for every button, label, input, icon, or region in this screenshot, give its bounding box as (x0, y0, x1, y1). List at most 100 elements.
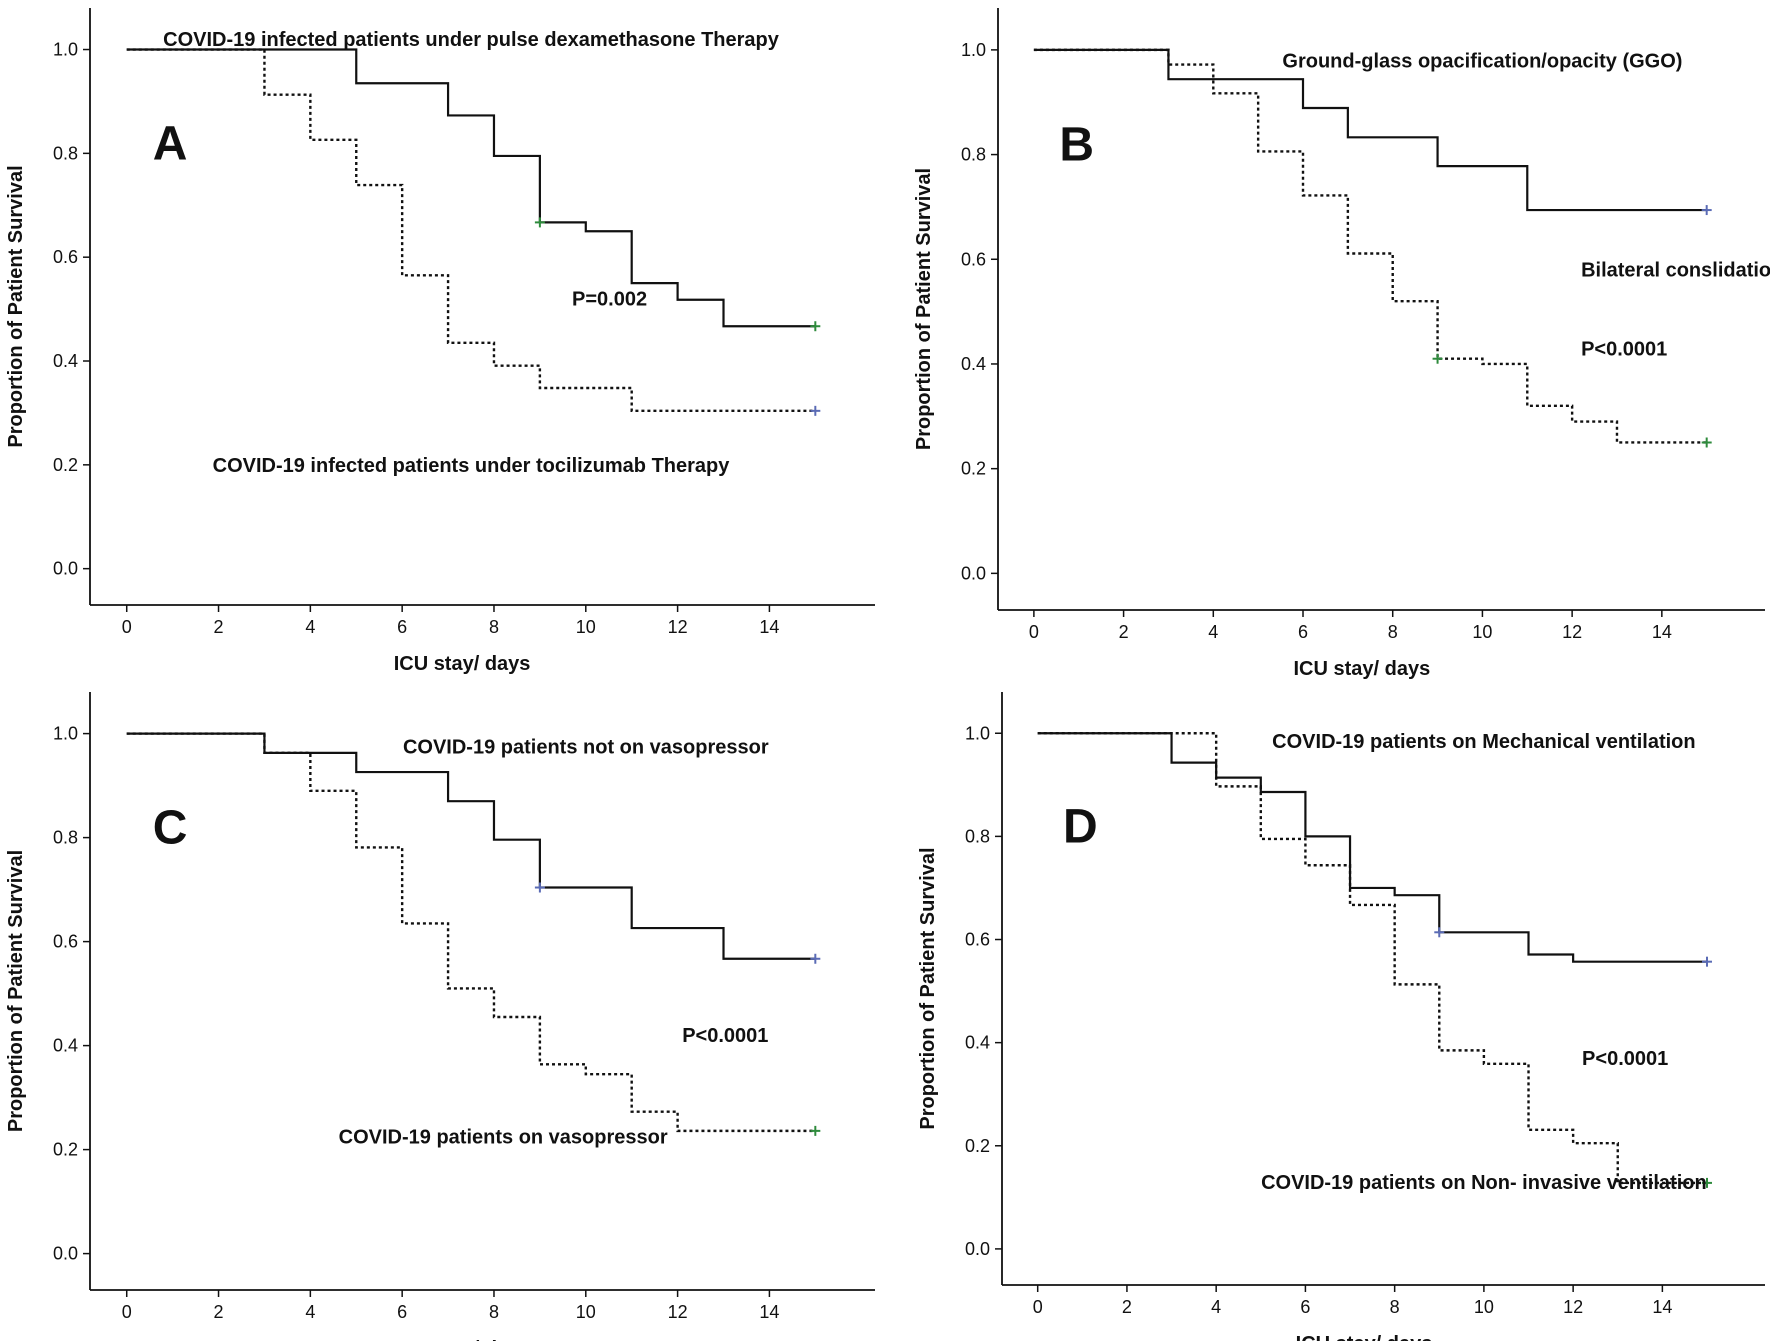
annotation-label: P<0.0001 (682, 1025, 768, 1047)
y-tick-label: 1.0 (965, 723, 990, 743)
panel-letter: A (153, 117, 188, 170)
y-tick-label: 0.2 (961, 459, 986, 479)
y-tick-label: 0.4 (961, 354, 986, 374)
annotation-label: COVID-19 patients on Mechanical ventilat… (1272, 731, 1695, 753)
annotation-label: P<0.0001 (1582, 1048, 1668, 1070)
censor-mark (810, 1125, 821, 1136)
x-tick-label: 12 (1563, 1297, 1583, 1317)
x-tick-label: 0 (1029, 622, 1039, 642)
x-tick-label: 2 (214, 1302, 224, 1322)
x-tick-label: 0 (1033, 1297, 1043, 1317)
x-tick-label: 14 (759, 617, 779, 637)
x-tick-label: 2 (214, 617, 224, 637)
km-curve-solid (1037, 732, 1707, 963)
y-tick-label: 0.0 (965, 1239, 990, 1259)
x-axis-title: ICU stay/ days (394, 1338, 531, 1341)
x-tick-label: 4 (1211, 1297, 1221, 1317)
y-tick-label: 0.8 (965, 826, 990, 846)
y-tick-label: 0.8 (53, 143, 78, 163)
censor-mark (1432, 353, 1443, 364)
censor-mark (810, 321, 821, 332)
annotation-label: P=0.002 (572, 289, 647, 311)
y-tick-label: 0.6 (53, 247, 78, 267)
y-tick-label: 0.2 (53, 1140, 78, 1160)
x-tick-label: 4 (305, 1302, 315, 1322)
panel-letter: B (1059, 118, 1094, 171)
annotation-label: COVID-19 patients not on vasopressor (403, 737, 769, 759)
censor-mark (1434, 927, 1445, 938)
y-tick-label: 0.4 (53, 1036, 78, 1056)
annotation-label: Bilateral conslidation + GGO (1581, 260, 1770, 282)
y-tick-label: 0.4 (53, 351, 78, 371)
km-curve-solid (126, 732, 816, 960)
panel-c: 0 2 4 6 8 10 12 14 0.0 0.2 0.4 0.6 0.8 1.0 ICU stay/ d… (5, 692, 875, 1341)
annotation-label: COVID-19 patients on Non- invasive venti… (1261, 1172, 1707, 1194)
x-tick-label: 4 (1208, 622, 1218, 642)
y-tick-label: 0.6 (53, 932, 78, 952)
y-tick-label: 1.0 (961, 40, 986, 60)
annotation-label: P<0.0001 (1581, 338, 1667, 360)
y-tick-label: 1.0 (53, 40, 78, 60)
censor-mark (534, 882, 545, 893)
x-tick-label: 2 (1122, 1297, 1132, 1317)
km-curve-dotted (1033, 48, 1707, 444)
panel-b: 0 2 4 6 8 10 12 14 0.0 0.2 0.4 0.6 0.8 1.0 ICU stay/ d… (913, 8, 1770, 680)
km-curve-dotted (126, 48, 816, 413)
y-tick-label: 0.0 (961, 563, 986, 583)
x-tick-label: 14 (759, 1302, 779, 1322)
x-tick-label: 10 (1472, 622, 1492, 642)
y-tick-label: 0.8 (53, 828, 78, 848)
x-tick-label: 10 (576, 617, 596, 637)
annotation-label: COVID-19 infected patients under pulse d… (163, 29, 780, 51)
km-curve-dotted (126, 732, 816, 1133)
x-tick-label: 6 (1298, 622, 1308, 642)
y-axis-title: Proportion of Patient Survival (5, 165, 27, 447)
annotation-label: COVID-19 patients on vasopressor (339, 1127, 668, 1149)
x-axis-title: ICU stay/ days (1296, 1333, 1433, 1341)
panel-d: 0 2 4 6 8 10 12 14 0.0 0.2 0.4 0.6 0.8 1.0 ICU stay/ d… (917, 692, 1765, 1341)
y-tick-label: 0.6 (965, 930, 990, 950)
x-axis-title: ICU stay/ days (1293, 658, 1430, 680)
x-tick-label: 8 (489, 1302, 499, 1322)
y-axis-title: Proportion of Patient Survival (913, 168, 935, 450)
x-tick-label: 14 (1652, 1297, 1672, 1317)
x-tick-label: 12 (668, 1302, 688, 1322)
x-axis-title: ICU stay/ days (394, 653, 531, 675)
censor-mark (810, 405, 821, 416)
censor-mark (1701, 1177, 1712, 1188)
censor-mark (810, 953, 821, 964)
y-axis-title: Proportion of Patient Survival (5, 850, 27, 1132)
y-tick-label: 0.2 (965, 1136, 990, 1156)
panel-a: 0 2 4 6 8 10 12 14 0.0 0.2 0.4 0.6 0.8 1.0 ICU stay/ d… (5, 8, 875, 675)
annotation-label: COVID-19 infected patients under tociliz… (213, 455, 731, 477)
x-tick-label: 14 (1652, 622, 1672, 642)
y-tick-label: 0.6 (961, 249, 986, 269)
y-tick-label: 0.2 (53, 455, 78, 475)
x-tick-label: 6 (1300, 1297, 1310, 1317)
y-tick-label: 0.4 (965, 1033, 990, 1053)
censor-mark (534, 217, 545, 228)
censor-mark (1701, 205, 1712, 216)
x-tick-label: 12 (668, 617, 688, 637)
x-tick-label: 10 (576, 1302, 596, 1322)
x-tick-label: 8 (1388, 622, 1398, 642)
y-tick-label: 0.0 (53, 559, 78, 579)
y-tick-label: 0.8 (961, 145, 986, 165)
x-tick-label: 6 (397, 617, 407, 637)
x-tick-label: 0 (122, 617, 132, 637)
x-tick-label: 8 (1390, 1297, 1400, 1317)
x-tick-label: 12 (1562, 622, 1582, 642)
censor-mark (1701, 956, 1712, 967)
km-curve-dotted (1037, 732, 1707, 1185)
censor-mark (1701, 437, 1712, 448)
panel-letter: C (153, 802, 188, 855)
x-tick-label: 10 (1474, 1297, 1494, 1317)
panel-letter: D (1063, 800, 1098, 853)
annotation-label: Ground-glass opacification/opacity (GGO) (1282, 50, 1682, 72)
x-tick-label: 8 (489, 617, 499, 637)
y-tick-label: 0.0 (53, 1244, 78, 1264)
y-tick-label: 1.0 (53, 724, 78, 744)
x-tick-label: 4 (305, 617, 315, 637)
y-axis-title: Proportion of Patient Survival (917, 847, 939, 1129)
x-tick-label: 6 (397, 1302, 407, 1322)
